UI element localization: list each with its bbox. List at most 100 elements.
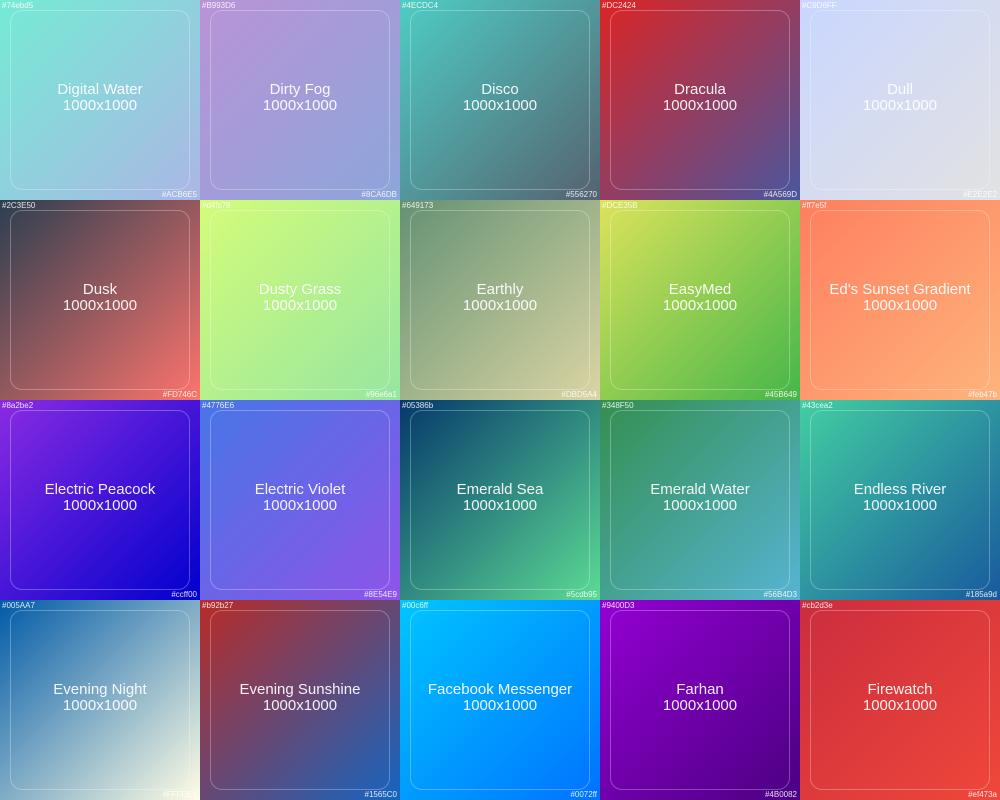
gradient-start-hex: #C9D6FF — [802, 1, 837, 10]
gradient-tile[interactable]: #74ebd5 #ACB6E5 Digital Water 1000x1000 — [0, 0, 200, 200]
gradient-end-hex: #8CA6DB — [361, 190, 397, 199]
gradient-tile-frame — [810, 210, 990, 390]
gradient-name: Farhan — [676, 681, 724, 698]
gradient-start-hex: #43cea2 — [802, 401, 833, 410]
gradient-name: Evening Sunshine — [239, 681, 361, 698]
gradient-tile[interactable]: #b92b27 #1565C0 Evening Sunshine 1000x1000 — [200, 600, 400, 800]
gradient-end-hex: #FD746C — [162, 390, 197, 399]
gradient-size: 1000x1000 — [862, 697, 938, 714]
gradient-size: 1000x1000 — [462, 297, 538, 314]
gradient-tile[interactable]: #43cea2 #185a9d Endless River 1000x1000 — [800, 400, 1000, 600]
gradient-end-hex: #ACB6E5 — [161, 190, 197, 199]
gradient-end-hex: #556270 — [565, 190, 597, 199]
gradient-size: 1000x1000 — [662, 297, 738, 314]
gradient-tile-frame — [210, 210, 390, 390]
gradient-tile-frame — [10, 610, 190, 790]
gradient-name: Evening Night — [53, 681, 147, 698]
gradient-size: 1000x1000 — [62, 297, 138, 314]
gradient-size: 1000x1000 — [662, 97, 738, 114]
gradient-start-hex: #649173 — [402, 201, 434, 210]
gradient-size: 1000x1000 — [862, 297, 938, 314]
gradient-tile[interactable]: #005AA7 #FFFDE4 Evening Night 1000x1000 — [0, 600, 200, 800]
gradient-end-hex: #56B4D3 — [763, 590, 797, 599]
gradient-name: Endless River — [853, 481, 947, 498]
gradient-start-hex: #005AA7 — [2, 601, 35, 610]
gradient-tile-frame — [410, 10, 590, 190]
gradient-tile[interactable]: #B993D6 #8CA6DB Dirty Fog 1000x1000 — [200, 0, 400, 200]
gradient-name: Disco — [481, 81, 519, 98]
gradient-size: 1000x1000 — [662, 497, 738, 514]
gradient-tile[interactable]: #00c6ff #0072ff Facebook Messenger 1000x100… — [400, 600, 600, 800]
gradient-tile[interactable]: #9400D3 #4B0082 Farhan 1000x1000 — [600, 600, 800, 800]
gradient-tile-frame — [210, 10, 390, 190]
gradient-size: 1000x1000 — [62, 97, 138, 114]
gradient-size: 1000x1000 — [62, 497, 138, 514]
gradient-name: Electric Violet — [254, 481, 346, 498]
gradient-end-hex: #1565C0 — [364, 790, 397, 799]
gradient-name: Dull — [887, 81, 913, 98]
gradient-start-hex: #4776E6 — [202, 401, 235, 410]
gradient-start-hex: #DC2424 — [602, 1, 636, 10]
gradient-tile[interactable]: #d4fc79 #96e6a1 Dusty Grass 1000x1000 — [200, 200, 400, 400]
gradient-tile[interactable]: #05386b #5cdb95 Emerald Sea 1000x1000 — [400, 400, 600, 600]
gradient-name: Digital Water — [57, 81, 143, 98]
gradient-end-hex: #45B649 — [764, 390, 797, 399]
gradient-start-hex: #4ECDC4 — [402, 1, 439, 10]
gradient-tile-frame — [610, 10, 790, 190]
gradient-end-hex: #feb47b — [968, 390, 997, 399]
gradient-tile[interactable]: #649173 #DBD5A4 Earthly 1000x1000 — [400, 200, 600, 400]
gradient-tile-frame — [210, 410, 390, 590]
gradient-tile[interactable]: #ff7e5f #feb47b Ed's Sunset Gradient 1000x1… — [800, 200, 1000, 400]
gradient-tile[interactable]: #8a2be2 #ccff00 Electric Peacock 1000x1000 — [0, 400, 200, 600]
gradient-tile[interactable]: #C9D6FF #E2E2E2 Dull 1000x1000 — [800, 0, 1000, 200]
gradient-tile-frame — [610, 610, 790, 790]
gradient-tile[interactable]: #cb2d3e #ef473a Firewatch 1000x1000 — [800, 600, 1000, 800]
gradient-end-hex: #4B0082 — [764, 790, 797, 799]
gradient-end-hex: #DBD5A4 — [561, 390, 597, 399]
gradient-name: Dracula — [674, 81, 726, 98]
gradient-end-hex: #FFFDE4 — [162, 790, 197, 799]
gradient-start-hex: #348F50 — [602, 401, 634, 410]
gradient-start-hex: #ff7e5f — [802, 201, 827, 210]
gradient-start-hex: #b92b27 — [202, 601, 234, 610]
gradient-start-hex: #DCE35B — [602, 201, 638, 210]
gradient-size: 1000x1000 — [862, 497, 938, 514]
gradient-end-hex: #96e6a1 — [365, 390, 397, 399]
gradient-name: Firewatch — [867, 681, 933, 698]
gradient-name: Dusty Grass — [258, 281, 342, 298]
gradient-start-hex: #d4fc79 — [202, 201, 231, 210]
gradient-start-hex: #cb2d3e — [802, 601, 833, 610]
gradient-name: Dusk — [82, 281, 118, 298]
gradient-size: 1000x1000 — [462, 97, 538, 114]
gradient-end-hex: #5cdb95 — [566, 590, 597, 599]
gradient-size: 1000x1000 — [262, 697, 338, 714]
gradient-size: 1000x1000 — [462, 697, 538, 714]
gradient-tile-frame — [810, 10, 990, 190]
gradient-end-hex: #0072ff — [570, 790, 597, 799]
gradient-tile[interactable]: #4776E6 #8E54E9 Electric Violet 1000x1000 — [200, 400, 400, 600]
gradient-tile-frame — [810, 410, 990, 590]
gradient-end-hex: #8E54E9 — [364, 590, 397, 599]
gradient-start-hex: #2C3E50 — [2, 201, 36, 210]
gradient-size: 1000x1000 — [862, 97, 938, 114]
gradient-start-hex: #8a2be2 — [2, 401, 34, 410]
gradient-tile-frame — [10, 210, 190, 390]
gradient-tile-frame — [10, 410, 190, 590]
gradient-name: Emerald Water — [650, 481, 750, 498]
gradient-end-hex: #ef473a — [968, 790, 997, 799]
gradient-size: 1000x1000 — [62, 697, 138, 714]
gradient-tile-frame — [810, 610, 990, 790]
gradient-name: Earthly — [476, 281, 524, 298]
gradient-start-hex: #74ebd5 — [2, 1, 34, 10]
gradient-tile[interactable]: #DCE35B #45B649 EasyMed 1000x1000 — [600, 200, 800, 400]
gradient-tile-frame — [10, 10, 190, 190]
gradient-tile[interactable]: #2C3E50 #FD746C Dusk 1000x1000 — [0, 200, 200, 400]
gradient-start-hex: #00c6ff — [402, 601, 429, 610]
gradient-name: EasyMed — [668, 281, 732, 298]
gradient-tile[interactable]: #4ECDC4 #556270 Disco 1000x1000 — [400, 0, 600, 200]
gradient-end-hex: #E2E2E2 — [963, 190, 997, 199]
gradient-tile[interactable]: #DC2424 #4A569D Dracula 1000x1000 — [600, 0, 800, 200]
gradient-end-hex: #4A569D — [763, 190, 797, 199]
gradient-tile[interactable]: #348F50 #56B4D3 Emerald Water 1000x1000 — [600, 400, 800, 600]
gradient-tile-frame — [410, 210, 590, 390]
